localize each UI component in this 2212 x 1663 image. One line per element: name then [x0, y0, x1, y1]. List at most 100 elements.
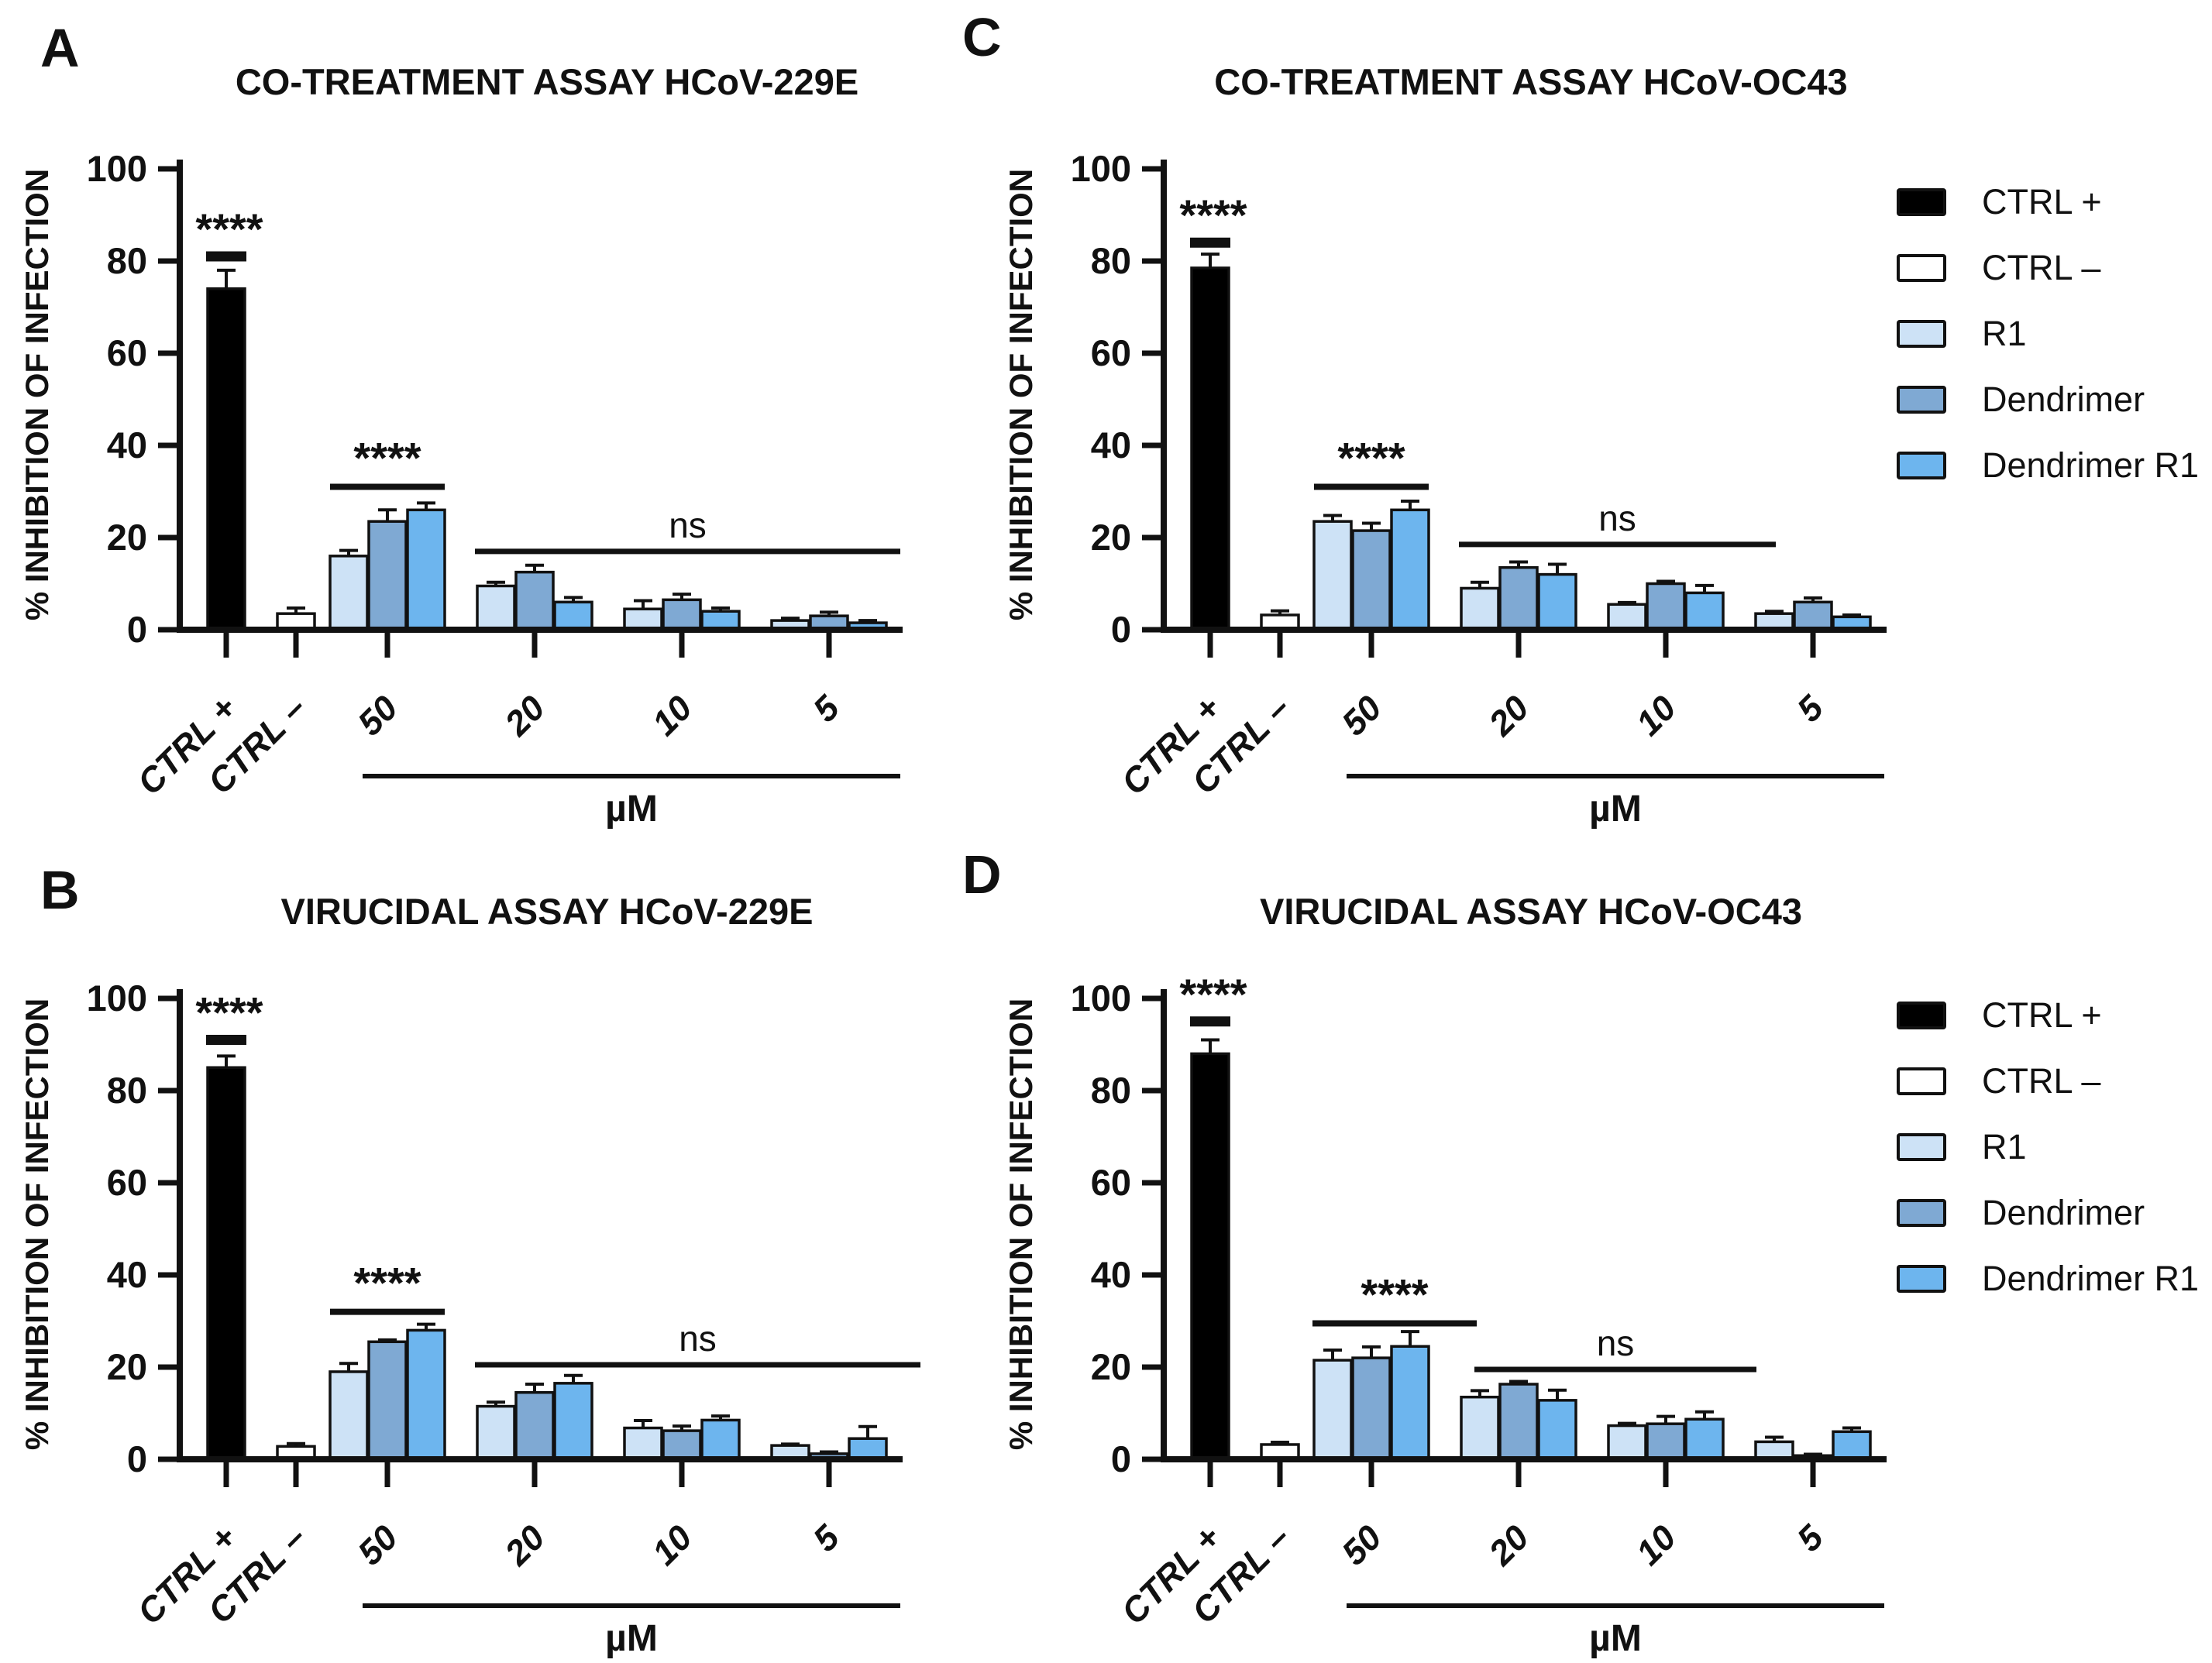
y-tick-label: 100 [87, 148, 147, 189]
legend-item: Dendrimer R1 [1897, 1259, 2207, 1298]
unit-label: µM [1589, 789, 1642, 830]
chart-title: CO-TREATMENT ASSAY HCoV-229E [236, 61, 858, 102]
bar-20-r1 [476, 584, 516, 631]
x-tick-label: 5 [1789, 1517, 1831, 1558]
bar-50-dendrimer-r1 [1390, 508, 1430, 631]
legend-item: CTRL + [1897, 182, 2207, 222]
x-tick-label: 5 [805, 1517, 847, 1558]
legend-label: CTRL + [1982, 182, 2102, 222]
chart-svg-c: CO-TREATMENT ASSAY HCoV-OC43 % INHIBITION… [1003, 61, 1887, 830]
chart-title: CO-TREATMENT ASSAY HCoV-OC43 [1214, 61, 1847, 102]
panel-d: D VIRUCIDAL ASSAY HCoV-OC43 % INHIBITION … [962, 830, 1976, 1659]
ns-label: ns [1597, 1323, 1635, 1363]
y-tick-label: 20 [107, 1346, 147, 1387]
chart-c: CO-TREATMENT ASSAY HCoV-OC43 % INHIBITION… [984, 0, 1976, 830]
x-tick-label: 20 [497, 1517, 552, 1573]
unit-label: µM [1589, 1618, 1642, 1659]
y-tick-label: 60 [1091, 1162, 1131, 1203]
y-tick-label: 0 [127, 609, 147, 650]
legend-label: CTRL – [1982, 1061, 2101, 1101]
x-tick-label: 20 [1481, 1517, 1536, 1573]
sig-stars-ctrl: **** [1179, 970, 1247, 1019]
legend-item: R1 [1897, 1127, 2207, 1167]
x-tick-label: 20 [1481, 688, 1536, 744]
bar-5-dendrimer [1793, 600, 1833, 631]
legend-bottom: CTRL + CTRL – R1 Dendrimer Dendrimer R1 [1897, 995, 2207, 1330]
legend-swatch [1897, 452, 1946, 479]
bar-20-dendrimer [514, 1390, 555, 1461]
bar-10-dendrimer [662, 598, 702, 631]
x-tick-label: 10 [645, 688, 700, 743]
x-tick-label: 50 [1334, 1517, 1389, 1572]
x-tick-label: 10 [1629, 688, 1684, 743]
x-tick-label: 5 [1789, 687, 1831, 729]
bar-50-dendrimer [367, 1340, 408, 1461]
y-tick-label: 0 [1111, 1438, 1131, 1479]
legend-label: Dendrimer R1 [1982, 445, 2200, 485]
y-tick-label: 20 [1091, 1346, 1131, 1387]
legend-swatch [1897, 1067, 1946, 1095]
bar-5-dendrimer-r1 [848, 1437, 888, 1461]
sig-stars-ctrl: **** [1179, 191, 1247, 239]
x-tick-label: 5 [805, 687, 847, 729]
chart-svg-d: VIRUCIDAL ASSAY HCoV-OC43 % INHIBITION OF… [1003, 891, 1887, 1659]
legend-swatch [1897, 386, 1946, 414]
bar-ctrl-pos [206, 1066, 246, 1461]
legend-label: Dendrimer [1982, 1193, 2145, 1232]
legend-swatch [1897, 1199, 1946, 1227]
chart-d: VIRUCIDAL ASSAY HCoV-OC43 % INHIBITION OF… [984, 830, 1976, 1659]
bar-ctrl-pos [1190, 1052, 1230, 1461]
y-tick-label: 20 [1091, 517, 1131, 558]
y-tick-label: 100 [1071, 148, 1131, 189]
bar-10-dendrimer-r1 [1684, 591, 1725, 631]
legend-item: CTRL + [1897, 995, 2207, 1035]
x-tick-label: 20 [497, 688, 552, 744]
bar-20-dendrimer [1498, 1383, 1539, 1461]
panel-letter-a: A [40, 18, 80, 78]
legend-label: R1 [1982, 1127, 2027, 1167]
legend-swatch [1897, 1133, 1946, 1161]
legend-item: Dendrimer [1897, 1193, 2207, 1232]
y-tick-label: 40 [1091, 424, 1131, 466]
y-axis-label: % INHIBITION OF INFECTION [19, 998, 55, 1450]
bar-20-dendrimer-r1 [1537, 1399, 1577, 1461]
bar-50-r1 [1312, 520, 1353, 631]
chart-b: VIRUCIDAL ASSAY HCoV-229E % INHIBITION OF… [0, 830, 992, 1659]
legend-item: Dendrimer R1 [1897, 445, 2207, 485]
x-tick-label: 10 [645, 1517, 700, 1572]
bar-50-dendrimer-r1 [1390, 1345, 1430, 1461]
unit-label: µM [605, 1618, 658, 1659]
y-tick-label: 20 [107, 517, 147, 558]
bar-10-r1 [623, 607, 663, 631]
bar-10-dendrimer-r1 [700, 1418, 741, 1461]
legend-swatch [1897, 254, 1946, 282]
legend-label: CTRL + [1982, 995, 2102, 1035]
bar-20-r1 [1460, 586, 1500, 631]
y-tick-label: 40 [107, 1254, 147, 1295]
sig-stars-ctrl: **** [195, 204, 263, 253]
bar-10-dendrimer-r1 [1684, 1417, 1725, 1461]
bar-10-dendrimer [1646, 1422, 1686, 1461]
bar-10-r1 [1607, 1424, 1647, 1461]
y-axis-label: % INHIBITION OF INFECTION [19, 169, 55, 620]
bar-20-dendrimer-r1 [1537, 572, 1577, 631]
y-tick-label: 100 [1071, 978, 1131, 1019]
bar-10-r1 [1607, 603, 1647, 631]
x-tick-label: 50 [350, 1517, 405, 1572]
chart-title: VIRUCIDAL ASSAY HCoV-OC43 [1260, 891, 1802, 932]
bar-20-r1 [1460, 1395, 1500, 1461]
panel-letter-c: C [962, 7, 1002, 67]
bar-50-dendrimer [1351, 1356, 1392, 1461]
y-tick-label: 100 [87, 978, 147, 1019]
ns-label: ns [669, 505, 707, 545]
legend-top: CTRL + CTRL – R1 Dendrimer Dendrimer R1 [1897, 182, 2207, 517]
y-tick-label: 60 [107, 1162, 147, 1203]
bar-50-r1 [329, 1370, 369, 1461]
bar-10-r1 [623, 1426, 663, 1461]
y-tick-label: 60 [1091, 332, 1131, 373]
y-tick-label: 60 [107, 332, 147, 373]
bar-50-dendrimer [367, 520, 408, 631]
legend-swatch [1897, 1002, 1946, 1029]
chart-svg-b: VIRUCIDAL ASSAY HCoV-229E % INHIBITION OF… [19, 891, 920, 1659]
ns-label: ns [1598, 498, 1636, 538]
